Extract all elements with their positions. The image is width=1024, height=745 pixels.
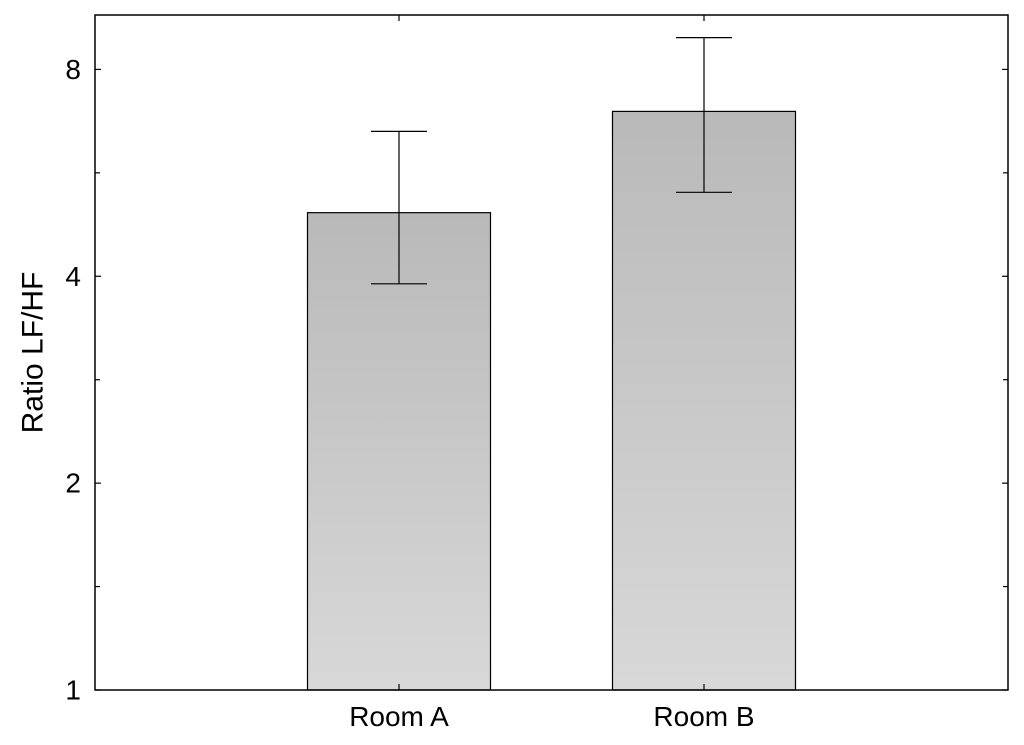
y-tick-label: 4 — [65, 261, 81, 292]
ticks-layer — [95, 15, 1008, 691]
y-tick-label: 2 — [65, 468, 81, 499]
plot-frame — [94, 14, 1009, 691]
x-tick-labels: Room A Room B — [349, 701, 754, 732]
bar-2 — [611, 110, 797, 691]
bars-layer — [306, 110, 797, 691]
y-tick-label: 8 — [65, 54, 81, 85]
x-category-label: Room B — [653, 701, 754, 732]
error-bar-2 — [676, 36, 732, 193]
error-bar-1 — [371, 130, 427, 285]
bar-1 — [306, 212, 492, 691]
y-axis-label: Ratio LF/HF — [17, 272, 50, 434]
error-bars-layer — [371, 36, 732, 285]
x-category-label: Room A — [349, 701, 449, 732]
y-tick-label: 1 — [65, 675, 81, 706]
y-tick-labels: 1 2 4 8 — [65, 54, 81, 706]
